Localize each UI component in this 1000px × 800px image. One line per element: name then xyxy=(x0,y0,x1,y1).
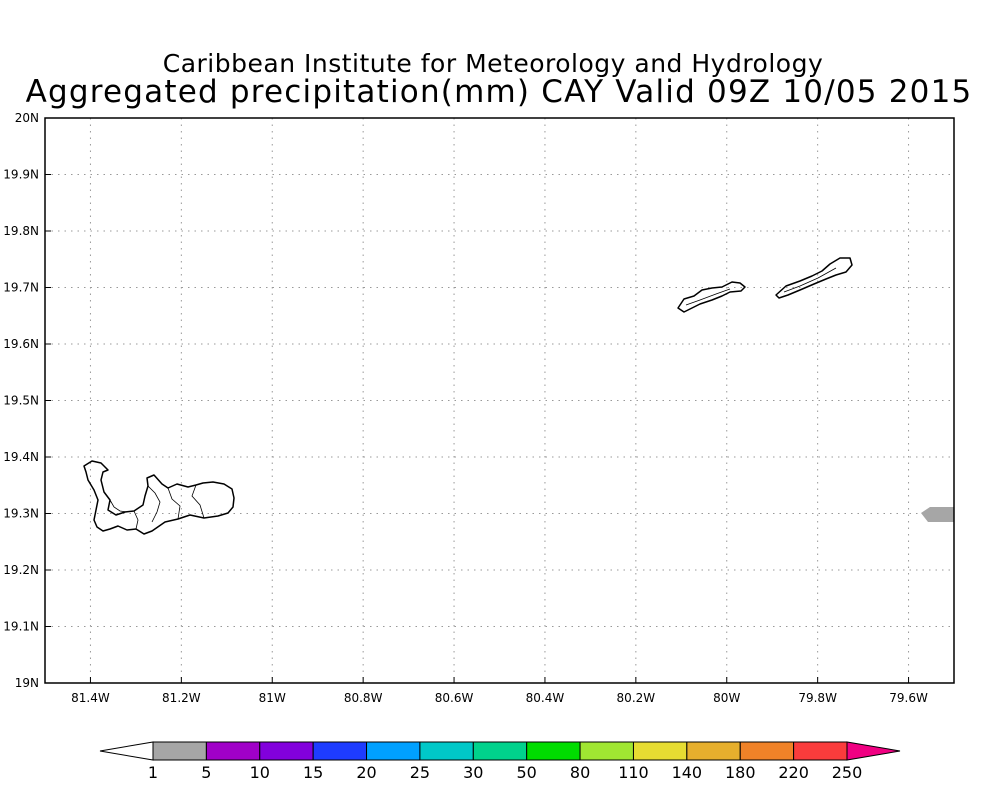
colorbar-label: 250 xyxy=(832,763,863,782)
colorbar-bin xyxy=(419,741,474,761)
x-tick-label: 81W xyxy=(259,691,286,705)
colorbar-bin xyxy=(686,741,741,761)
colorbar-label: 50 xyxy=(517,763,537,782)
latitude-ticks: 20N 19.9N 19.8N 19.7N 19.6N 19.5N 19.4N 19.3N 19… xyxy=(3,111,51,690)
colorbar-bin xyxy=(205,741,261,761)
precip-area xyxy=(921,507,954,522)
colorbar-label: 15 xyxy=(303,763,323,782)
colorbar-label: 25 xyxy=(410,763,430,782)
y-tick-label: 19.5N xyxy=(3,394,39,408)
colorbar-bin xyxy=(793,741,848,761)
x-tick-label: 81.4W xyxy=(71,691,110,705)
colorbar-label: 110 xyxy=(618,763,649,782)
title-institute: Caribbean Institute for Meteorology and … xyxy=(162,49,824,78)
cayman-brac-coastline xyxy=(677,281,746,313)
colorbar: 1 5 10 15 20 25 30 50 80 110 140 180 220 250 xyxy=(99,741,901,782)
colorbar-label: 1 xyxy=(148,763,158,782)
colorbar-bin xyxy=(312,741,368,761)
x-tick-label: 79.8W xyxy=(798,691,837,705)
colorbar-label: 220 xyxy=(778,763,809,782)
x-tick-label: 80.4W xyxy=(526,691,565,705)
colorbar-underflow-triangle xyxy=(99,741,154,761)
colorbar-bin xyxy=(152,741,207,761)
colorbar-label: 5 xyxy=(201,763,211,782)
y-tick-label: 19.4N xyxy=(3,450,39,464)
x-tick-label: 80.8W xyxy=(344,691,383,705)
y-tick-label: 19.1N xyxy=(3,620,39,634)
colorbar-bin xyxy=(472,741,528,761)
y-tick-label: 19N xyxy=(15,676,39,690)
map-border xyxy=(44,117,955,684)
colorbar-label: 20 xyxy=(356,763,376,782)
colorbar-bin xyxy=(739,741,795,761)
x-tick-label: 80W xyxy=(713,691,740,705)
longitude-ticks: 81.4W 81.2W 81W 80.8W 80.6W 80.4W 80.2W 80W 79.8… xyxy=(71,677,928,705)
y-tick-label: 19.6N xyxy=(3,337,39,351)
x-tick-label: 81.2W xyxy=(162,691,201,705)
title-product: Aggregated precipitation(mm) CAY Valid 0… xyxy=(25,74,973,110)
little-cayman-coastline xyxy=(775,257,853,299)
grand-cayman-districts xyxy=(109,484,205,530)
y-tick-label: 19.7N xyxy=(3,281,39,295)
colorbar-label: 180 xyxy=(725,763,756,782)
colorbar-label: 80 xyxy=(570,763,590,782)
colorbar-label: 30 xyxy=(463,763,483,782)
colorbar-label: 10 xyxy=(250,763,270,782)
x-tick-label: 80.6W xyxy=(435,691,474,705)
colorbar-label: 140 xyxy=(672,763,703,782)
colorbar-overflow-triangle xyxy=(846,741,901,761)
grand-cayman-coastline xyxy=(83,460,235,535)
colorbar-bin xyxy=(526,741,581,761)
map-frame xyxy=(45,118,954,683)
x-tick-label: 80.2W xyxy=(617,691,656,705)
x-tick-label: 79.6W xyxy=(889,691,928,705)
y-tick-label: 19.3N xyxy=(3,507,39,521)
y-tick-label: 19.2N xyxy=(3,563,39,577)
y-tick-label: 19.9N xyxy=(3,168,39,182)
colorbar-bin xyxy=(366,741,421,761)
colorbar-bin xyxy=(259,741,314,761)
y-tick-label: 20N xyxy=(15,111,39,125)
colorbar-bin xyxy=(632,741,688,761)
y-tick-label: 19.8N xyxy=(3,224,39,238)
colorbar-bin xyxy=(579,741,634,761)
